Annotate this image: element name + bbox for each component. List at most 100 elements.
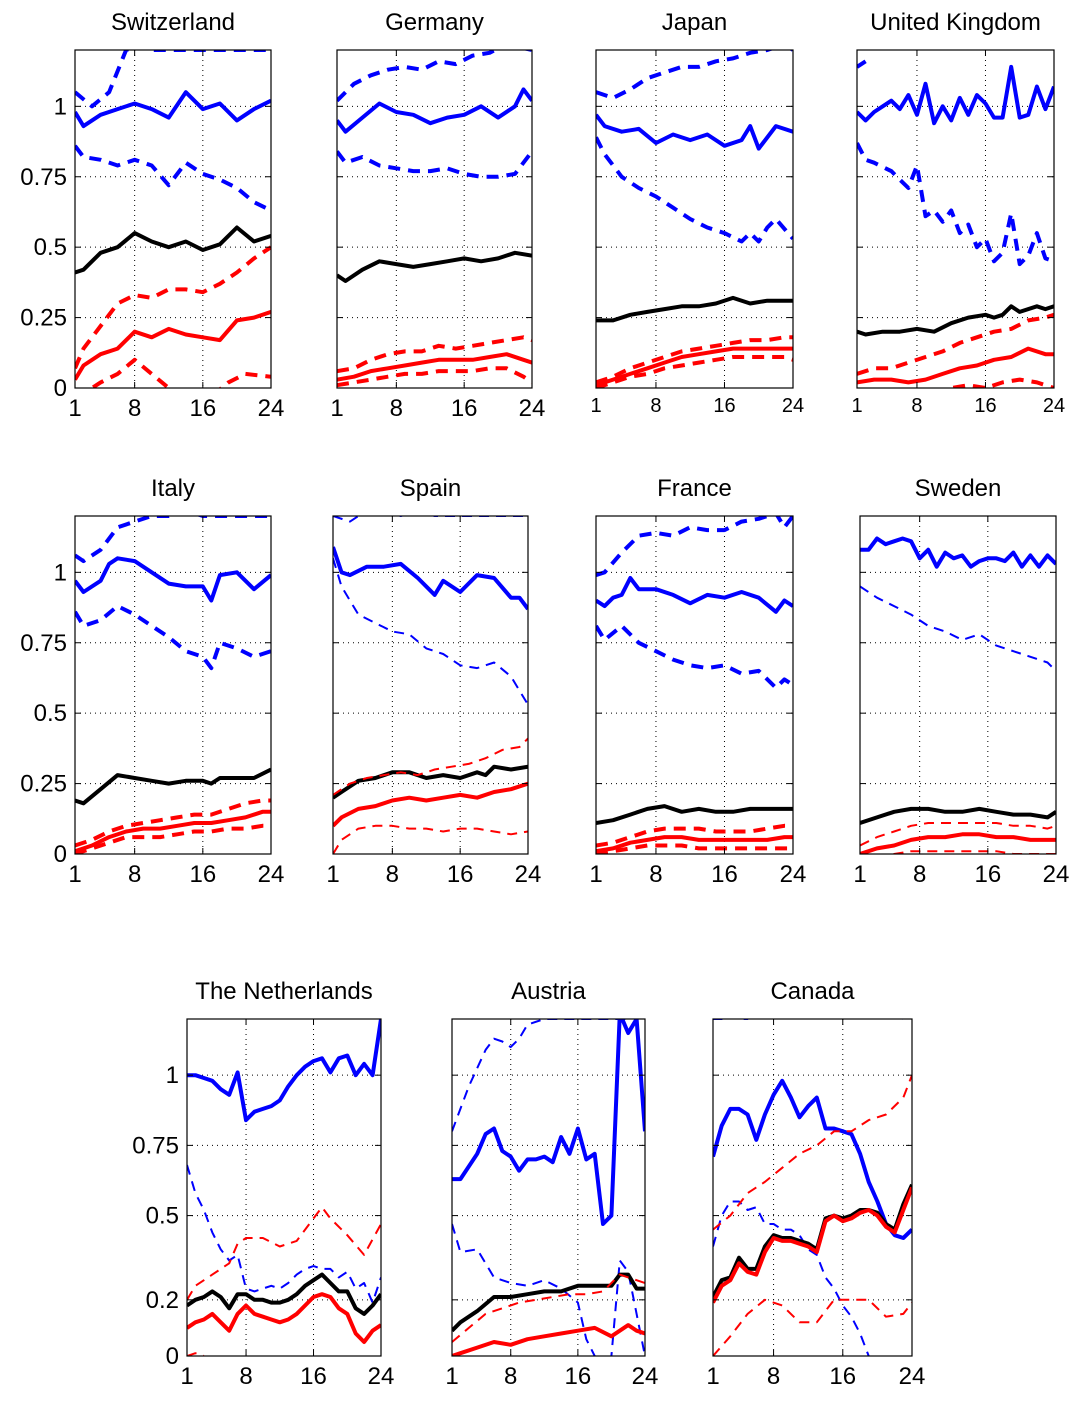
x-tick-label: 24 <box>782 395 804 417</box>
series-line-3 <box>596 804 793 825</box>
series-line-4 <box>857 312 1054 376</box>
series-line-1 <box>452 1019 629 1132</box>
x-tick-label: 8 <box>649 861 662 888</box>
x-tick-label: 24 <box>632 1363 659 1390</box>
series-line-3 <box>860 822 1056 847</box>
series-line-4 <box>75 245 271 370</box>
axes-frame <box>74 515 272 855</box>
series-line-2 <box>901 1019 906 1020</box>
series-line-0 <box>860 536 1056 569</box>
series-line-6 <box>596 843 793 854</box>
series-line-1 <box>75 516 271 564</box>
series-line-4 <box>452 1273 645 1343</box>
series-line-0 <box>337 87 532 134</box>
x-tick-label: 8 <box>913 861 926 888</box>
series-line-5 <box>713 1186 912 1304</box>
series-line-6 <box>333 824 528 854</box>
series-line-4 <box>596 823 793 848</box>
x-tick-label: 24 <box>1043 861 1070 888</box>
axes-frame <box>336 49 533 389</box>
panel-title: The Netherlands <box>195 978 372 1005</box>
series-line-0 <box>187 1019 381 1123</box>
x-tick-label: 1 <box>589 861 602 888</box>
series-line-5 <box>452 1323 645 1356</box>
x-tick-label: 24 <box>368 1363 395 1390</box>
y-tick-label: 0.2 <box>146 1287 179 1314</box>
panel-title: Japan <box>662 9 727 36</box>
y-tick-label: 0.25 <box>20 305 67 332</box>
x-tick-label: 1 <box>706 1363 719 1390</box>
x-tick-label: 8 <box>390 395 403 422</box>
y-tick-label: 1 <box>166 1062 179 1089</box>
x-tick-label: 1 <box>445 1363 458 1390</box>
series-line-0 <box>75 556 271 603</box>
series-line-6 <box>596 355 793 388</box>
x-tick-label: 8 <box>128 861 141 888</box>
x-tick-label: 1 <box>590 395 601 417</box>
series-line-3 <box>337 250 532 283</box>
y-tick-label: 0.5 <box>146 1203 179 1230</box>
axes-frame <box>332 515 529 855</box>
x-tick-label: 24 <box>258 861 285 888</box>
series-line-1 <box>713 1019 765 1020</box>
x-tick-label: 16 <box>974 395 996 417</box>
panel-spain: 1 8 16 24 Spain <box>326 475 541 888</box>
series-line-3 <box>75 225 271 275</box>
x-tick-label: 16 <box>713 395 735 417</box>
series-line-2 <box>857 142 1054 267</box>
y-tick-label: 0.75 <box>132 1132 179 1159</box>
x-tick-label: 8 <box>504 1363 517 1390</box>
y-tick-label: 0.75 <box>20 164 67 191</box>
series-line-1 <box>596 516 793 578</box>
panel-title: Italy <box>151 475 195 502</box>
panel-the-netherlands: 1 8 16 24 0 0.2 0.5 0.75 1 The Netherlands <box>132 978 394 1390</box>
axes-frame <box>595 49 794 389</box>
panel-japan: 1 8 16 24 Japan <box>590 9 804 417</box>
panel-title: United Kingdom <box>870 9 1041 36</box>
x-tick-label: 1 <box>326 861 339 888</box>
axes-frame <box>859 515 1057 855</box>
panel-title: France <box>657 475 732 502</box>
series-line-0 <box>333 546 528 611</box>
x-tick-label: 16 <box>711 861 738 888</box>
panel-title: Spain <box>400 475 461 502</box>
x-tick-label: 16 <box>447 861 474 888</box>
series-line-1 <box>75 50 271 109</box>
x-tick-label: 1 <box>68 395 81 422</box>
series-line-2 <box>596 623 793 690</box>
y-tick-label: 0 <box>54 375 67 402</box>
y-tick-label: 0.5 <box>34 700 67 727</box>
panel-title: Germany <box>385 9 484 36</box>
series-line-4 <box>333 737 528 796</box>
series-line-1 <box>187 1164 381 1304</box>
series-line-5 <box>596 346 793 388</box>
series-line-1 <box>337 50 532 103</box>
x-tick-label: 16 <box>829 1363 856 1390</box>
series-line-4 <box>337 335 532 374</box>
axes-frame <box>74 49 272 389</box>
series-line-2 <box>187 1272 381 1316</box>
series-line-6 <box>713 1074 912 1231</box>
y-tick-label: 0.5 <box>34 234 67 261</box>
axes-frame <box>712 1018 913 1357</box>
series-line-0 <box>596 576 793 614</box>
x-tick-label: 24 <box>519 395 546 422</box>
axes-frame <box>856 49 1055 389</box>
series-line-5 <box>596 835 793 854</box>
panel-canada: 1 8 16 24 Canada <box>706 978 925 1390</box>
panel-france: 1 8 16 24 France <box>589 475 806 888</box>
x-tick-label: 16 <box>451 395 478 422</box>
series-line-1 <box>857 59 867 69</box>
x-tick-label: 24 <box>899 1363 926 1390</box>
x-tick-label: 24 <box>1043 395 1065 417</box>
x-tick-label: 16 <box>565 1363 592 1390</box>
x-tick-label: 24 <box>515 861 542 888</box>
y-tick-label: 1 <box>54 93 67 120</box>
panel-title: Sweden <box>915 475 1002 502</box>
series-line-3 <box>75 767 271 806</box>
series-line-3 <box>713 1200 870 1356</box>
x-tick-label: 8 <box>650 395 661 417</box>
x-tick-label: 8 <box>386 861 399 888</box>
series-line-0 <box>596 113 793 151</box>
